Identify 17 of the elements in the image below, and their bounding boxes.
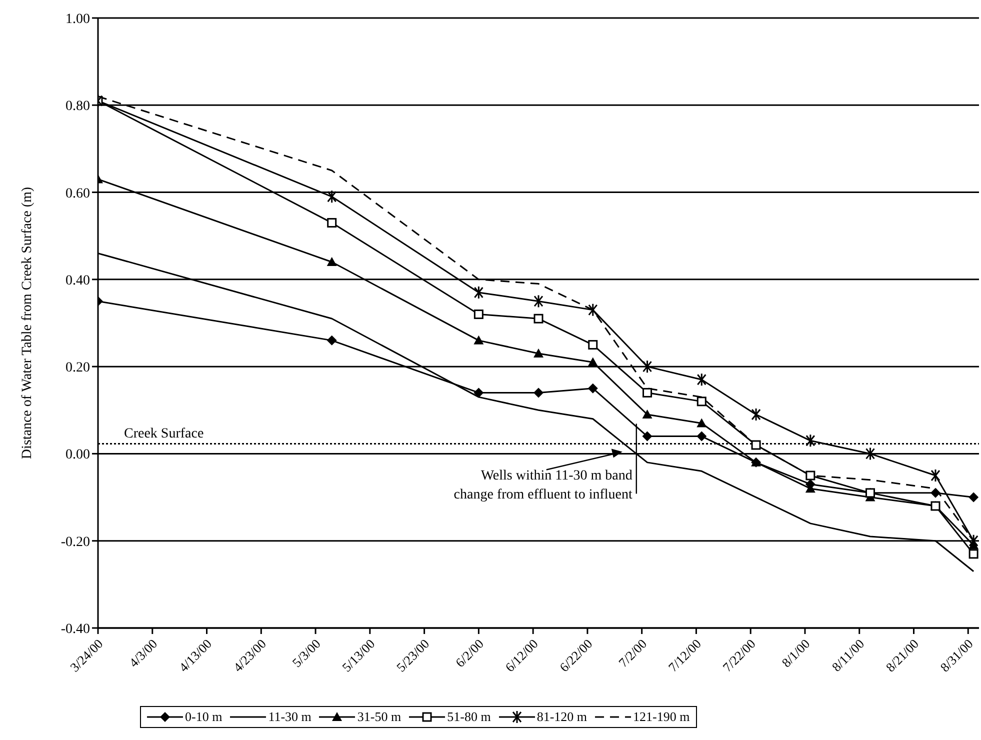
legend-label: 0-10 m <box>184 709 222 725</box>
legend-label: 31-50 m <box>356 709 402 725</box>
y-tick-label: 0.00 <box>66 448 90 463</box>
y-tick-label: 0.40 <box>66 273 90 288</box>
y-tick-label: 1.00 <box>66 12 90 27</box>
annotation: Wells within 11-30 m band change from effluent to influent <box>454 468 632 503</box>
y-tick-label: -0.20 <box>60 534 90 550</box>
y-tick-label: 0.60 <box>66 186 90 202</box>
legend-label: 11-30 m <box>267 709 312 725</box>
legend-label: 81-120 m <box>536 709 588 725</box>
ref-line-label: Creek Surface <box>124 426 204 442</box>
legend-label: 51-80 m <box>446 709 491 725</box>
legend-label: 121-190 m <box>632 709 690 725</box>
y-tick-label: 0.20 <box>66 360 90 376</box>
y-tick-label: -0.40 <box>60 622 90 637</box>
y-tick-label: 0.80 <box>66 99 90 114</box>
y-axis-title: Distance of Water Table from Creek Surface (m) <box>20 186 35 460</box>
